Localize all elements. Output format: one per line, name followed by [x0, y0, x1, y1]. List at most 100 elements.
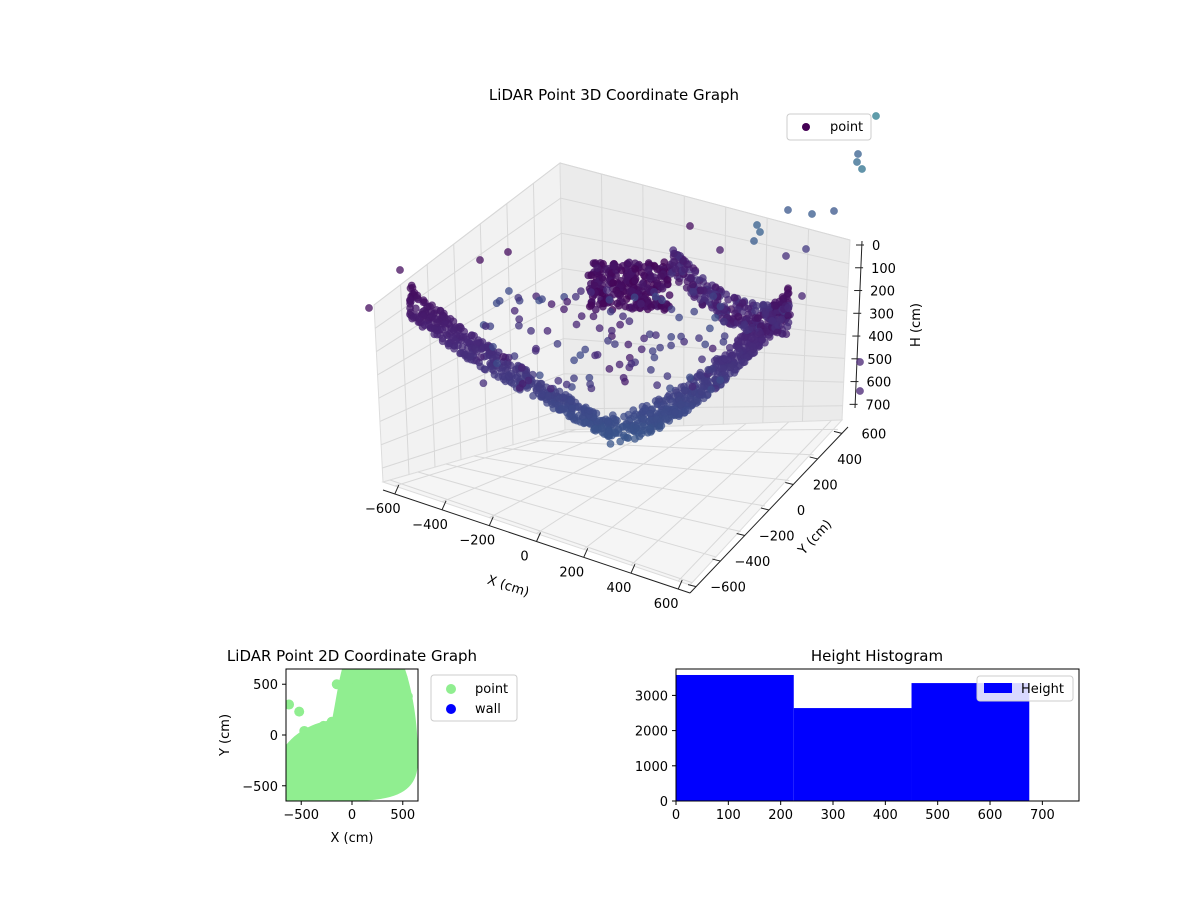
point-3d — [604, 417, 613, 426]
x-tick-label-2d: 0 — [348, 808, 356, 823]
point-3d — [706, 324, 714, 333]
point-3d — [690, 307, 699, 316]
point-3d — [647, 365, 655, 374]
point-3d — [782, 330, 791, 338]
point-2d — [294, 706, 305, 717]
point-3d — [808, 210, 816, 218]
point-3d — [481, 322, 490, 330]
point-3d — [515, 321, 523, 330]
x-tick-3d — [677, 579, 683, 590]
point-3d — [722, 290, 731, 299]
point-3d — [479, 379, 488, 388]
point-3d — [560, 305, 568, 314]
point-3d — [365, 304, 373, 312]
y-tick-3d — [687, 584, 697, 588]
grid-line — [473, 455, 766, 507]
point-3d — [648, 347, 657, 355]
y-axis-label-3d: Y (cm) — [795, 517, 835, 559]
y-tick-3d — [809, 456, 818, 460]
y-tick-label-hist: 2000 — [635, 725, 668, 740]
point-3d — [595, 416, 604, 425]
histogram-frame — [675, 668, 1080, 802]
point-3d — [701, 340, 710, 349]
y-tick-label-3d: −600 — [710, 581, 746, 596]
y-tick-label-hist: 3000 — [635, 689, 668, 704]
point-3d — [647, 303, 655, 311]
point-3d — [747, 334, 756, 343]
point-3d — [686, 373, 694, 382]
point-2d — [345, 683, 356, 694]
grid-line — [506, 203, 514, 445]
point-3d — [419, 296, 428, 305]
legend-3d-label: point — [830, 120, 863, 135]
point-3d — [606, 439, 615, 448]
point-3d — [716, 246, 724, 254]
point-3d — [574, 411, 583, 420]
point-3d — [546, 384, 555, 393]
point-3d — [658, 296, 666, 305]
legend-hist-swatch — [984, 683, 1012, 693]
point-3d — [449, 326, 458, 334]
point-3d — [604, 427, 613, 436]
point-3d — [653, 265, 662, 274]
point-3d — [406, 299, 414, 308]
point-3d — [605, 364, 614, 373]
point-3d — [650, 353, 659, 362]
chart-3d-title: LiDAR Point 3D Coordinate Graph — [489, 86, 739, 104]
z-tick-label-3d: 700 — [866, 398, 891, 413]
point-3d — [689, 288, 698, 297]
point-3d — [688, 382, 697, 391]
point-3d — [704, 365, 713, 374]
x-tick-label-2d: 500 — [390, 808, 415, 823]
x-tick-3d — [583, 548, 589, 558]
z-axis-line — [854, 240, 863, 409]
point-3d — [489, 342, 497, 351]
point-3d — [740, 358, 749, 366]
chart-3d: LiDAR Point 3D Coordinate Graph −600 −400… — [365, 86, 924, 612]
legend-3d-frame — [786, 113, 872, 141]
point-3d — [782, 252, 790, 260]
legend-2d: point wall — [430, 674, 518, 722]
point-3d — [677, 332, 685, 341]
y-tick-label-2d: −500 — [242, 780, 278, 795]
point-3d — [699, 286, 707, 294]
point-3d — [562, 380, 571, 389]
point-3d — [454, 341, 462, 350]
x-tick-label-hist: 300 — [821, 808, 846, 823]
point-3d — [555, 394, 564, 403]
x-tick-label-3d: −200 — [459, 534, 495, 549]
x-tick-label-3d: −600 — [365, 502, 401, 517]
point-3d — [504, 248, 512, 256]
point-3d — [667, 305, 676, 314]
point-3d — [538, 390, 546, 398]
point-3d — [577, 287, 585, 295]
point-3d — [750, 237, 758, 245]
x-tick-label-hist: 600 — [978, 808, 1003, 823]
point-3d — [753, 221, 761, 229]
grid-line — [445, 463, 741, 533]
point-3d — [693, 372, 702, 381]
grid-line — [801, 228, 810, 422]
point-2d — [331, 679, 342, 690]
point-3d — [719, 337, 728, 346]
point-3d — [658, 284, 667, 293]
point-3d — [663, 372, 672, 380]
point-3d — [740, 320, 749, 329]
grid-line — [380, 373, 844, 446]
point-3d — [751, 306, 760, 315]
point-3d — [608, 411, 617, 420]
point-3d — [515, 315, 524, 324]
point-3d — [449, 317, 458, 326]
point-3d — [646, 425, 654, 434]
x-axis-label-2d: X (cm) — [331, 831, 374, 846]
ticks-2d: −500 0 500 −500 0 500 — [242, 678, 415, 823]
points-2d — [286, 673, 413, 736]
point-3d — [670, 257, 679, 266]
point-3d — [619, 373, 628, 382]
point-3d — [543, 326, 552, 335]
point-3d — [507, 370, 516, 378]
grid-line — [400, 284, 410, 475]
point-3d — [668, 397, 677, 406]
point-2d — [318, 720, 329, 731]
legend-hist-label: Height — [1021, 682, 1064, 697]
